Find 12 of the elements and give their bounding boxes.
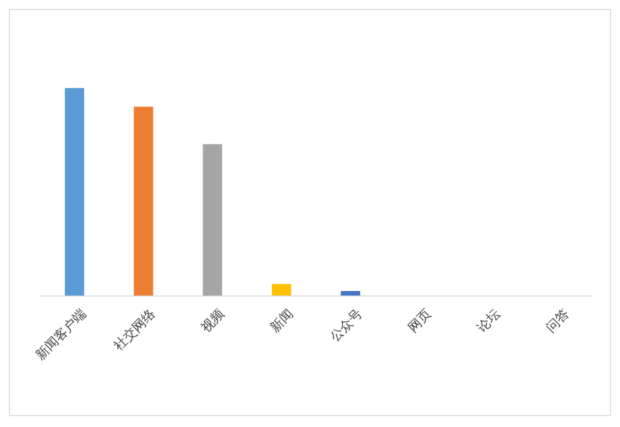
x-tick-label: 问答	[544, 306, 573, 336]
bar	[134, 106, 154, 296]
x-tick-label: 公众号	[328, 306, 366, 345]
x-tick-label: 网页	[406, 306, 435, 336]
x-tick-label: 新闻客户端	[32, 306, 90, 364]
x-tick-label: 论坛	[474, 306, 504, 336]
x-tick-label: 视频	[198, 306, 228, 336]
x-tick-label: 新闻	[268, 306, 297, 336]
x-tick-label: 社交网络	[110, 306, 159, 354]
bar	[272, 284, 292, 296]
bar	[202, 144, 222, 296]
bar	[64, 88, 84, 296]
